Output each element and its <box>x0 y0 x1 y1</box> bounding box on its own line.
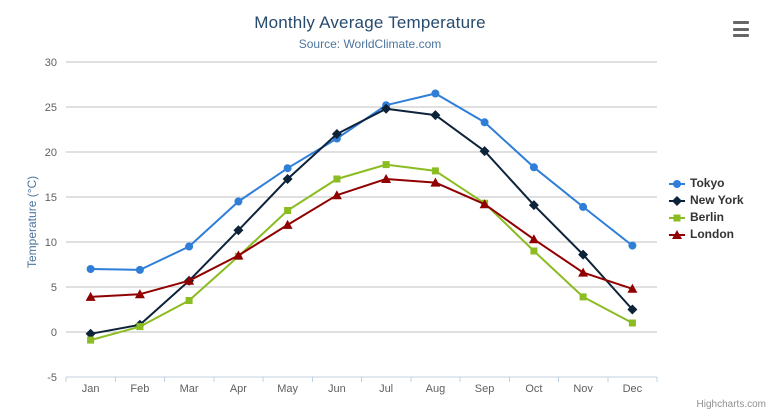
hamburger-icon <box>733 21 749 24</box>
data-point-london-may[interactable] <box>282 219 293 229</box>
chart-subtitle: Source: WorldClimate.com <box>298 37 442 51</box>
svg-text:-5: -5 <box>47 372 57 384</box>
series-new-york[interactable] <box>85 103 638 339</box>
legend-label: New York <box>690 193 744 207</box>
data-point-london-jan[interactable] <box>85 291 96 301</box>
data-point-new-york-jul[interactable] <box>381 103 392 114</box>
svg-text:May: May <box>277 383 298 395</box>
svg-text:Aug: Aug <box>426 383 446 395</box>
data-point-berlin-nov[interactable] <box>579 293 587 301</box>
hamburger-icon <box>733 34 749 37</box>
data-point-tokyo-jan[interactable] <box>86 265 95 273</box>
data-point-new-york-jan[interactable] <box>85 328 96 339</box>
data-point-berlin-aug[interactable] <box>431 167 439 175</box>
hamburger-icon <box>733 27 749 31</box>
data-point-tokyo-may[interactable] <box>283 164 292 173</box>
legend-marker-square-icon <box>669 214 685 221</box>
svg-text:Apr: Apr <box>230 383 247 395</box>
x-axis <box>65 376 658 382</box>
legend-marker-circle-icon <box>669 179 685 188</box>
legend-marker-diamond-icon <box>669 195 685 206</box>
data-point-new-york-dec[interactable] <box>627 304 638 315</box>
series-tokyo[interactable] <box>86 89 637 274</box>
data-point-berlin-may[interactable] <box>284 207 292 214</box>
svg-text:Oct: Oct <box>525 383 542 395</box>
data-point-berlin-feb[interactable] <box>136 323 144 331</box>
svg-text:Dec: Dec <box>623 383 643 395</box>
svg-text:30: 30 <box>45 57 57 69</box>
data-point-new-york-apr[interactable] <box>233 225 244 236</box>
data-point-tokyo-nov[interactable] <box>579 202 588 211</box>
data-point-london-apr[interactable] <box>233 250 244 260</box>
y-axis-labels: -5 0 5 10 15 20 25 30 <box>45 57 57 384</box>
x-axis-labels: Jan Feb Mar Apr May Jun Jul Aug Sep Oct Nov Dec <box>82 383 643 395</box>
legend-item-london[interactable]: London <box>669 228 744 241</box>
legend-marker-triangle-icon <box>669 229 685 239</box>
data-point-new-york-jun[interactable] <box>331 129 342 139</box>
highcharts-credits-link[interactable]: Highcharts.com <box>696 399 766 410</box>
legend-label: Tokyo <box>690 176 725 190</box>
data-point-london-mar[interactable] <box>184 275 195 285</box>
data-point-tokyo-aug[interactable] <box>431 89 440 98</box>
svg-text:Jul: Jul <box>379 383 393 395</box>
data-point-berlin-jun[interactable] <box>333 175 341 183</box>
data-point-berlin-oct[interactable] <box>530 247 538 255</box>
legend-item-new-york[interactable]: New York <box>669 194 744 207</box>
svg-text:10: 10 <box>45 237 57 249</box>
data-point-new-york-oct[interactable] <box>528 200 539 211</box>
svg-text:Jan: Jan <box>82 383 100 395</box>
legend-item-tokyo[interactable]: Tokyo <box>669 177 744 190</box>
svg-text:20: 20 <box>45 147 57 159</box>
legend: Tokyo New York Berlin London <box>669 177 744 241</box>
data-point-london-dec[interactable] <box>627 283 638 293</box>
svg-text:Sep: Sep <box>475 383 495 395</box>
chart-title: Monthly Average Temperature <box>254 13 486 32</box>
data-point-london-oct[interactable] <box>528 234 539 244</box>
series-london[interactable] <box>85 174 638 301</box>
data-point-new-york-may[interactable] <box>282 174 293 184</box>
data-point-tokyo-sep[interactable] <box>480 118 489 127</box>
data-point-new-york-nov[interactable] <box>578 249 589 260</box>
data-point-london-aug[interactable] <box>430 177 441 187</box>
data-point-new-york-aug[interactable] <box>430 110 441 121</box>
data-point-london-jul[interactable] <box>381 174 392 183</box>
data-point-tokyo-dec[interactable] <box>628 241 637 250</box>
svg-text:0: 0 <box>51 327 57 339</box>
svg-text:15: 15 <box>45 192 57 204</box>
data-point-london-nov[interactable] <box>578 267 589 277</box>
svg-text:5: 5 <box>51 282 57 294</box>
svg-text:Feb: Feb <box>130 383 149 395</box>
legend-label: London <box>690 227 734 241</box>
data-point-new-york-sep[interactable] <box>479 146 490 157</box>
data-point-tokyo-feb[interactable] <box>135 265 144 274</box>
data-point-berlin-dec[interactable] <box>628 319 636 327</box>
data-point-tokyo-apr[interactable] <box>234 197 243 206</box>
legend-item-berlin[interactable]: Berlin <box>669 211 744 224</box>
y-gridlines <box>66 61 657 378</box>
data-point-london-jun[interactable] <box>331 190 342 200</box>
data-point-tokyo-oct[interactable] <box>529 163 538 172</box>
data-point-berlin-jul[interactable] <box>382 161 390 169</box>
svg-text:Nov: Nov <box>573 383 593 395</box>
svg-text:25: 25 <box>45 102 57 114</box>
legend-label: Berlin <box>690 210 725 224</box>
data-point-london-feb[interactable] <box>134 289 145 299</box>
svg-text:Mar: Mar <box>180 383 199 395</box>
svg-text:Jun: Jun <box>328 383 346 395</box>
data-point-london-sep[interactable] <box>479 199 490 209</box>
data-point-tokyo-mar[interactable] <box>185 242 194 251</box>
export-menu-button[interactable] <box>733 21 749 37</box>
data-point-berlin-jan[interactable] <box>87 336 95 344</box>
data-point-berlin-mar[interactable] <box>185 297 193 304</box>
